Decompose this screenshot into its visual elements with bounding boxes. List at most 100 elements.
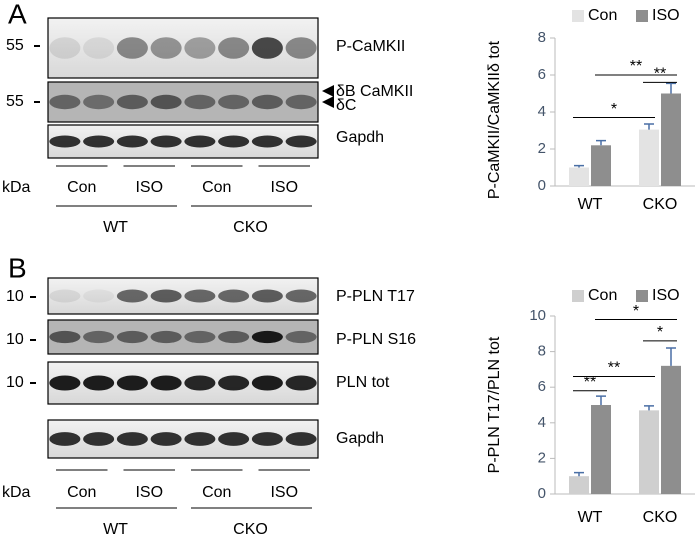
y-tick-label: 8 (538, 343, 546, 360)
group-label: WT (103, 219, 128, 236)
lane-label: ISO (270, 179, 298, 196)
panel-label: A (8, 0, 27, 29)
group-label: CKO (233, 521, 268, 538)
blot-band (49, 37, 81, 59)
blot-label: δB CaMKII (336, 83, 413, 100)
significance-label: * (633, 303, 639, 320)
blot-band (116, 135, 148, 148)
blot-label: Gapdh (336, 430, 384, 447)
significance-label: ** (584, 374, 596, 391)
significance-label: ** (654, 66, 666, 83)
blot-band (218, 37, 250, 59)
blot-band (285, 432, 317, 446)
y-tick-label: 8 (538, 29, 546, 46)
lane-label: Con (202, 484, 231, 501)
bar (591, 405, 611, 494)
bar (591, 145, 611, 186)
blot-band (49, 330, 81, 344)
legend-swatch (636, 10, 648, 22)
blot-label: P-PLN T17 (336, 288, 415, 305)
blot-band (83, 330, 115, 344)
blot-band (184, 135, 216, 148)
legend-swatch (572, 290, 584, 302)
error-bar (574, 471, 584, 477)
blot-band (150, 94, 182, 110)
marker-label: 55 (6, 37, 24, 54)
blot-band (218, 94, 250, 110)
significance-label: * (657, 324, 663, 341)
blot-band (83, 37, 115, 59)
group-label: WT (103, 521, 128, 538)
y-tick-label: 6 (538, 66, 546, 83)
blot-band (285, 330, 317, 344)
blot-band (116, 289, 148, 303)
unit-label: kDa (2, 484, 31, 501)
y-tick-label: 10 (529, 307, 546, 324)
blot-band (150, 289, 182, 303)
y-tick-label: 2 (538, 140, 546, 157)
y-tick-label: 0 (538, 177, 546, 194)
blot-label: PLN tot (336, 374, 390, 391)
blot-band (49, 289, 81, 303)
blot-band (150, 37, 182, 59)
lane-label: Con (67, 484, 96, 501)
y-axis-label: P-CaMKII/CaMKIIδ tot (486, 40, 503, 199)
y-tick-label: 4 (538, 103, 546, 120)
marker-label: 10 (6, 331, 24, 348)
marker-label: 10 (6, 288, 24, 305)
blot-band (116, 375, 148, 391)
error-bar (596, 139, 606, 146)
group-label: CKO (233, 219, 268, 236)
y-tick-label: 2 (538, 449, 546, 466)
blot-band (251, 289, 283, 303)
blot-band (49, 94, 81, 110)
legend-swatch (572, 10, 584, 22)
blot-label: Gapdh (336, 129, 384, 146)
blot-band (49, 135, 81, 148)
blot-band (218, 289, 250, 303)
blot-band (184, 330, 216, 344)
blot-band (116, 432, 148, 446)
blot-band (251, 135, 283, 148)
blot-band (83, 289, 115, 303)
blot-band (116, 94, 148, 110)
error-bar (574, 164, 584, 168)
blot-band (83, 432, 115, 446)
blot-band (251, 375, 283, 391)
arrowhead (322, 96, 334, 108)
significance-label: ** (630, 58, 642, 75)
blot-band (83, 94, 115, 110)
blot-band (83, 375, 115, 391)
lane-label: Con (67, 179, 96, 196)
blot-band (116, 37, 148, 59)
significance-label: ** (608, 360, 620, 377)
error-bar (666, 347, 676, 366)
blot-band (184, 375, 216, 391)
blot-band (251, 330, 283, 344)
legend-label: ISO (652, 287, 680, 304)
lane-label: ISO (135, 179, 163, 196)
blot-band (184, 432, 216, 446)
error-bar (644, 123, 654, 130)
x-tick-label: CKO (643, 509, 678, 526)
blot-band (116, 330, 148, 344)
blot-band (251, 94, 283, 110)
lane-label: ISO (270, 484, 298, 501)
blot-band (150, 375, 182, 391)
significance-label: * (611, 101, 617, 118)
legend-label: Con (588, 287, 617, 304)
blot-band (218, 330, 250, 344)
blot-band (150, 135, 182, 148)
blot-band (150, 330, 182, 344)
blot-band (49, 375, 81, 391)
error-bar (596, 395, 606, 405)
legend-swatch (636, 290, 648, 302)
blot-label: P-PLN S16 (336, 331, 416, 348)
y-tick-label: 4 (538, 414, 546, 431)
blot-label: δC (336, 97, 356, 114)
bar (661, 365, 681, 494)
x-tick-label: WT (578, 509, 603, 526)
blot-band (184, 94, 216, 110)
x-tick-label: WT (578, 196, 603, 213)
